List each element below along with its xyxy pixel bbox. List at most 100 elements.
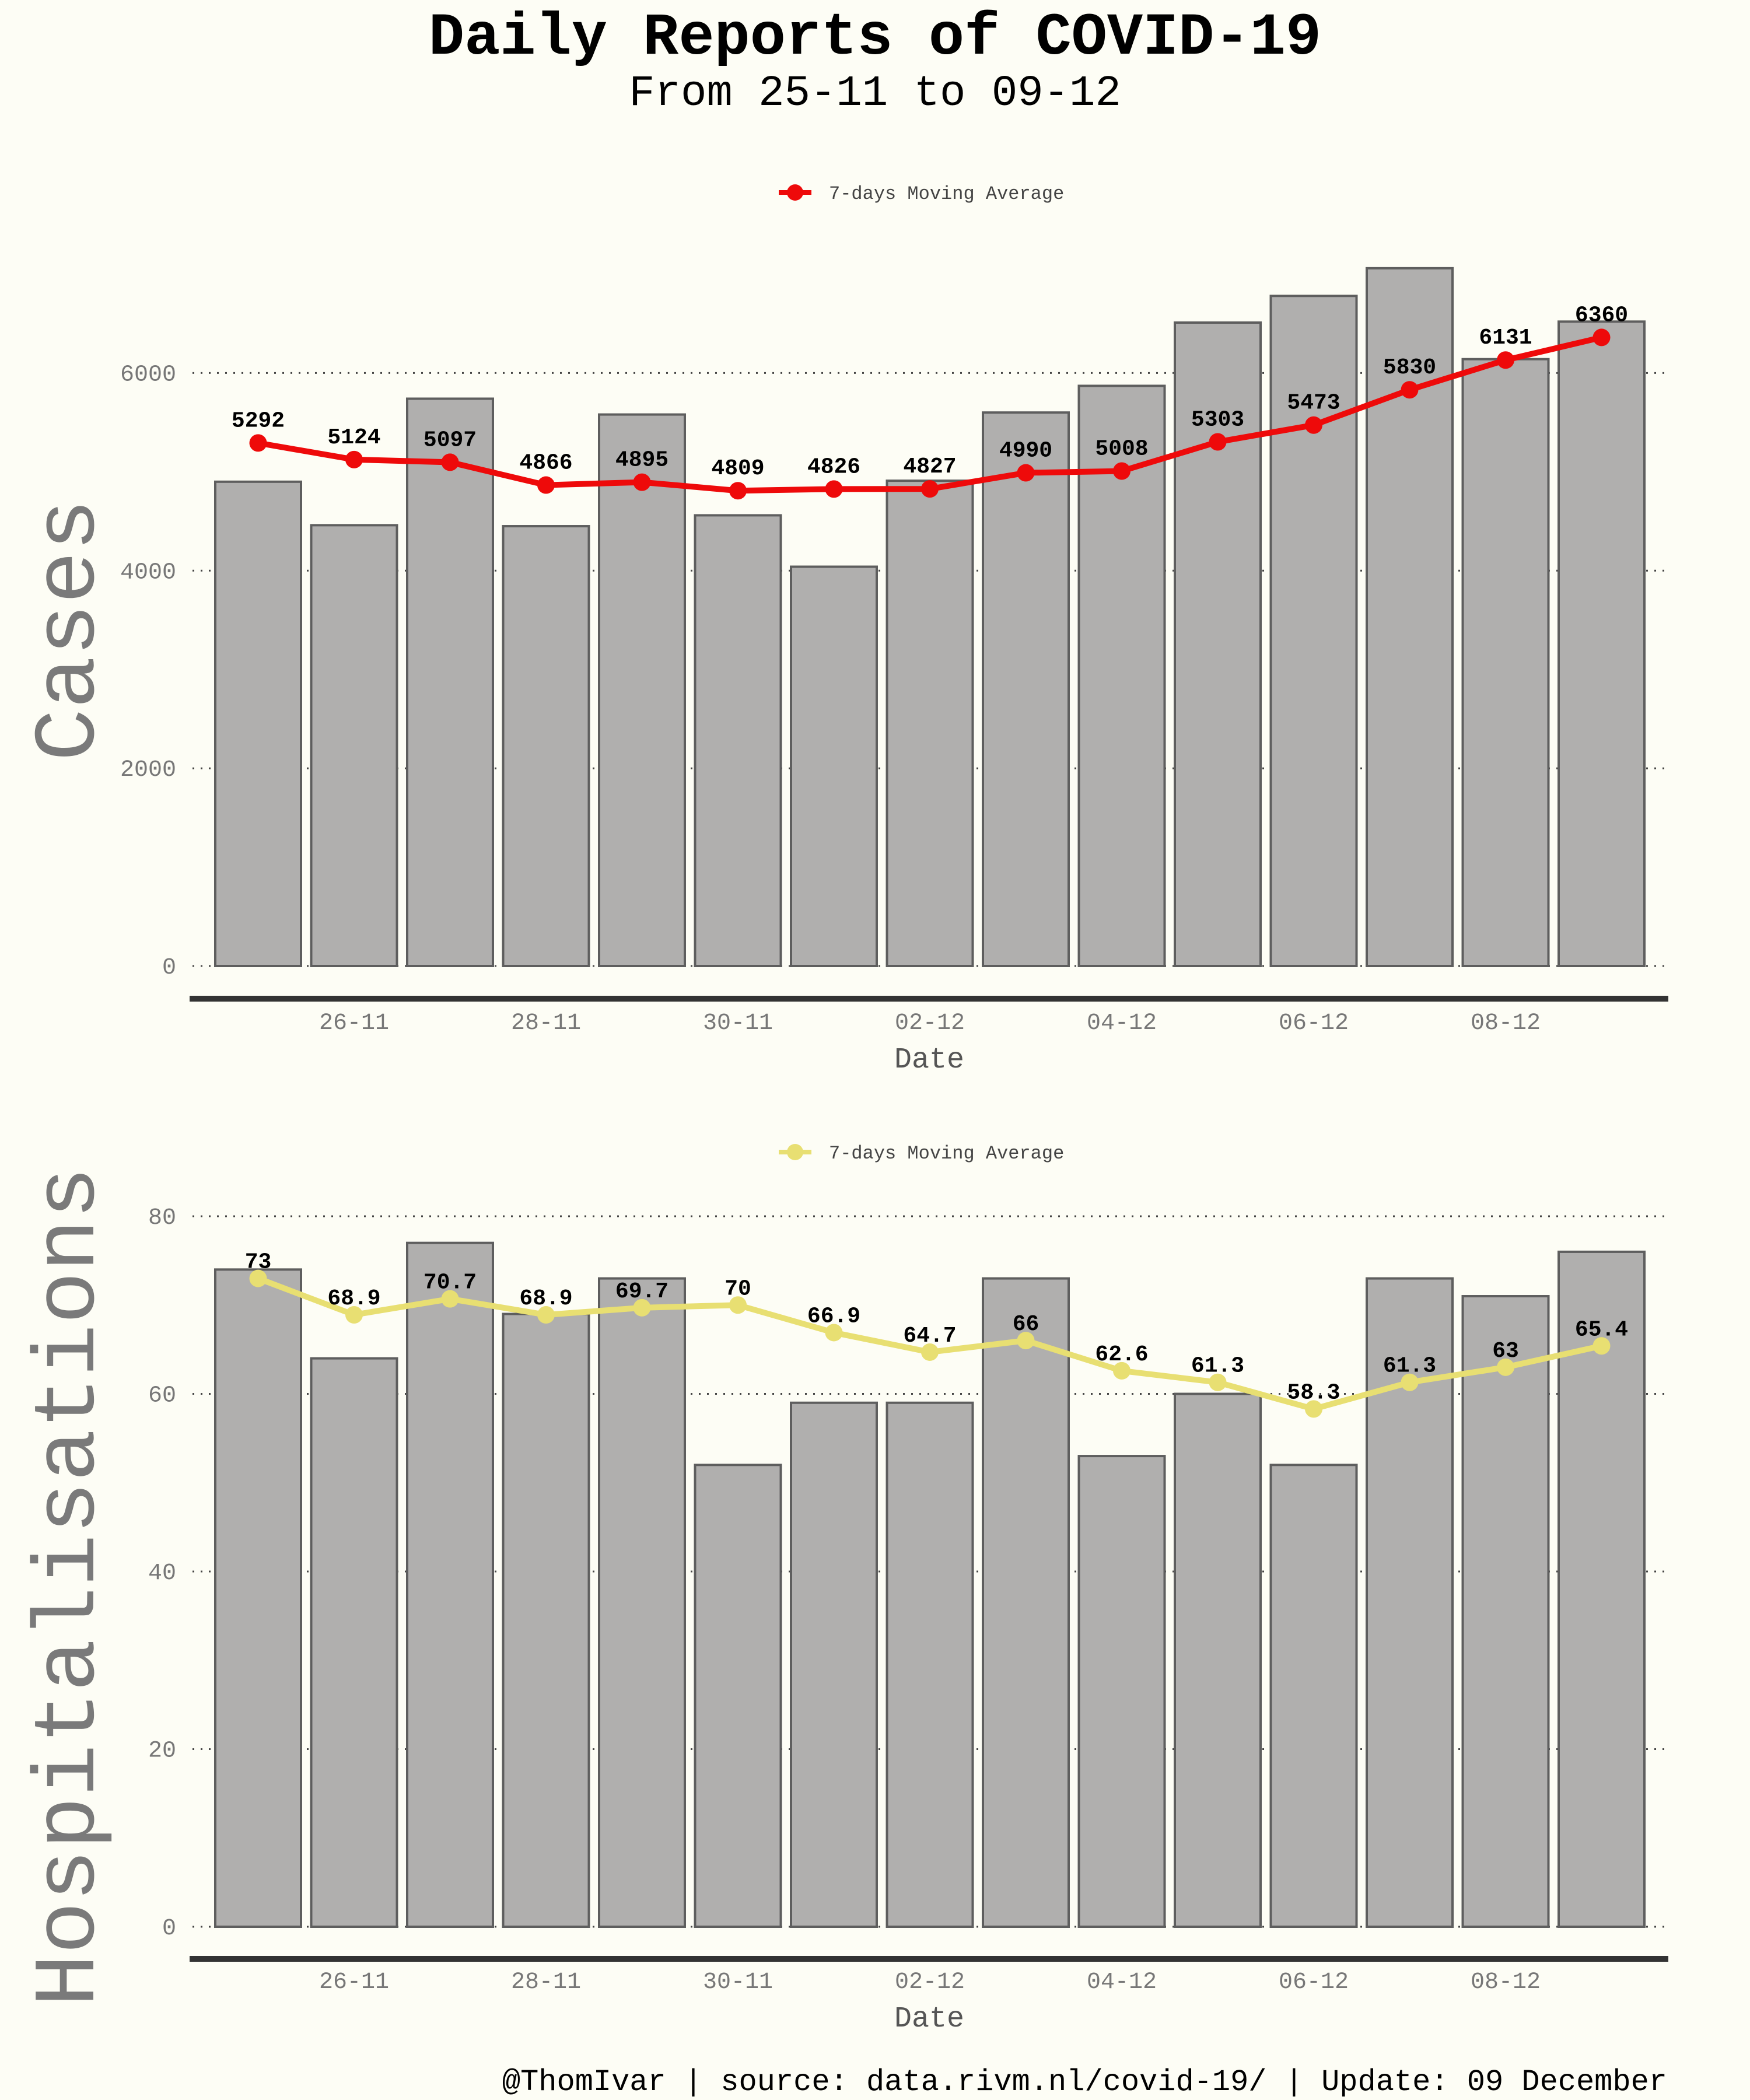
moving-average-point: [1592, 328, 1611, 346]
legend-dot-marker: [787, 184, 803, 201]
x-tick-label: 28-11: [511, 1969, 581, 1996]
bar-26-11: [310, 524, 398, 967]
moving-average-point: [1113, 1362, 1130, 1380]
bar-26-11: [310, 1357, 398, 1929]
bar-28-11: [502, 1312, 590, 1929]
bar-29-11: [598, 413, 686, 967]
bar-01-12: [790, 1401, 878, 1929]
moving-average-label: 5473: [1287, 391, 1340, 416]
x-axis-label: Date: [894, 1044, 964, 1077]
x-tick-label: 08-12: [1471, 1969, 1541, 1996]
legend-dot-marker: [787, 1144, 803, 1160]
moving-average-point: [921, 1343, 939, 1361]
bar-02-12: [886, 1401, 974, 1929]
moving-average-label: 4826: [807, 454, 860, 480]
bar-04-12: [1077, 1455, 1166, 1928]
x-tick-label: 04-12: [1087, 1010, 1157, 1037]
moving-average-point: [1113, 462, 1130, 480]
moving-average-label: 4895: [615, 448, 668, 473]
footer-source: @ThomIvar | source: data.rivm.nl/covid-1…: [502, 2065, 1667, 2099]
moving-average-point: [1497, 1358, 1514, 1376]
moving-average-point: [537, 476, 555, 494]
y-tick-label: 40: [148, 1560, 176, 1587]
bar-03-12: [982, 411, 1070, 967]
bar-30-11: [694, 514, 782, 967]
moving-average-label: 73: [245, 1250, 272, 1275]
y-tick-label: 4000: [120, 559, 176, 586]
legend-label: 7-days Moving Average: [829, 1143, 1064, 1164]
x-tick-label: 02-12: [895, 1010, 965, 1037]
legend-label: 7-days Moving Average: [829, 183, 1064, 205]
y-tick-label: 20: [148, 1738, 176, 1765]
moving-average-label: 58.3: [1287, 1380, 1340, 1405]
moving-average-point: [249, 434, 267, 452]
moving-average-point: [537, 1306, 555, 1324]
moving-average-point: [825, 1324, 843, 1342]
moving-average-label: 61.3: [1383, 1354, 1436, 1379]
y-tick-label: 0: [162, 1916, 176, 1942]
moving-average-label: 5830: [1383, 355, 1436, 380]
moving-average-point: [729, 1296, 747, 1314]
moving-average-point: [1592, 1337, 1611, 1355]
moving-average-label: 4990: [999, 439, 1052, 464]
y-tick-label: 2000: [120, 757, 176, 783]
moving-average-point: [441, 453, 459, 471]
moving-average-label: 5008: [1095, 437, 1148, 462]
moving-average-point: [633, 473, 651, 491]
moving-average-point: [249, 1269, 267, 1287]
hospitalisations-panel: Hospitalisations 7-days Moving Average 0 20…: [21, 1143, 1668, 2036]
y-axis-label: Hospitalisations: [21, 1167, 120, 2007]
bar-05-12: [1174, 1392, 1262, 1928]
moving-average-point: [825, 480, 843, 498]
bar-09-12: [1558, 320, 1646, 968]
moving-average-label: 6131: [1479, 326, 1532, 351]
bar-08-12: [1461, 1295, 1550, 1928]
y-tick-label: 60: [148, 1383, 176, 1409]
moving-average-label: 66.9: [807, 1304, 860, 1329]
cases-panel: Cases 7-days Moving Average 0 2000 4000 6000 5…: [21, 183, 1668, 1077]
moving-average-label: 6360: [1575, 303, 1628, 328]
moving-average-label: 70.7: [424, 1270, 477, 1296]
x-tick-label: 30-11: [703, 1969, 773, 1996]
bar-06-12: [1269, 295, 1358, 967]
moving-average-label: 5124: [327, 425, 380, 450]
moving-average-point: [1305, 1400, 1322, 1418]
moving-average-label: 5292: [232, 408, 285, 433]
bar-28-11: [502, 525, 590, 967]
moving-average-point: [1209, 1373, 1227, 1391]
bar-29-11: [598, 1277, 686, 1928]
bar-08-12: [1461, 358, 1550, 967]
moving-average-point: [921, 480, 939, 498]
moving-average-label: 68.9: [519, 1286, 572, 1311]
moving-average-label: 61.3: [1191, 1354, 1244, 1379]
x-axis-label: Date: [894, 2003, 964, 2036]
bar-25-11: [214, 1268, 302, 1929]
x-tick-label: 06-12: [1279, 1010, 1349, 1037]
bar-06-12: [1269, 1464, 1358, 1929]
bar-05-12: [1174, 321, 1262, 967]
bar-25-11: [214, 480, 302, 967]
x-tick-label: 26-11: [319, 1969, 389, 1996]
moving-average-label: 5303: [1191, 408, 1244, 433]
moving-average-point: [345, 1306, 363, 1324]
moving-average-point: [441, 1290, 459, 1308]
moving-average-label: 68.9: [327, 1286, 380, 1311]
moving-average-label: 64.7: [903, 1324, 956, 1349]
x-tick-label: 08-12: [1471, 1010, 1541, 1037]
moving-average-point: [1305, 416, 1322, 434]
bar-27-11: [406, 397, 494, 967]
moving-average-point: [633, 1298, 651, 1317]
x-tick-label: 30-11: [703, 1010, 773, 1037]
moving-average-label: 66: [1013, 1312, 1040, 1337]
moving-average-label: 69.7: [615, 1279, 668, 1304]
bar-03-12: [982, 1277, 1070, 1928]
x-tick-label: 28-11: [511, 1010, 581, 1037]
bar-01-12: [790, 565, 878, 967]
moving-average-point: [1209, 433, 1227, 451]
x-tick-label: 06-12: [1279, 1969, 1349, 1996]
moving-average-label: 4866: [519, 451, 572, 476]
bar-30-11: [694, 1464, 782, 1929]
moving-average-label: 62.6: [1095, 1342, 1148, 1367]
moving-average-label: 63: [1492, 1339, 1519, 1364]
